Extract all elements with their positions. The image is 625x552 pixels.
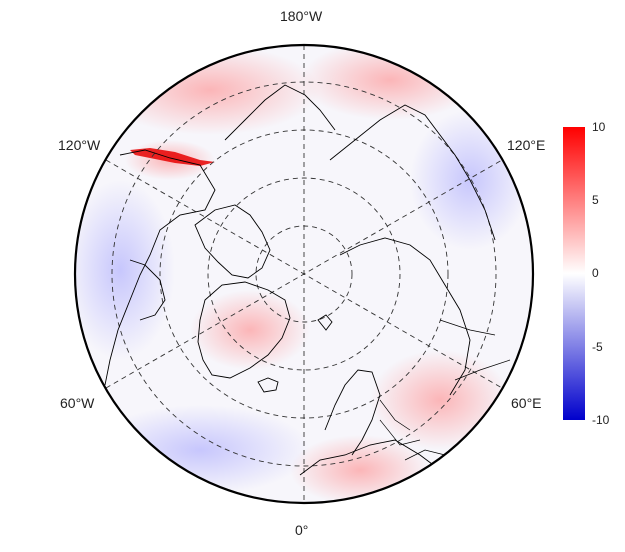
lon-label-180w: 180°W [280, 8, 323, 24]
asia-borders [439, 319, 511, 381]
svalbard-coast [317, 314, 333, 331]
scandinavia-coast [324, 369, 381, 456]
graticule [105, 45, 503, 503]
colorbar-tick-neg5: -5 [592, 340, 603, 354]
lon-label-120w: 120°W [58, 137, 101, 153]
eurasia-borders [379, 399, 446, 461]
colorbar-tick-10: 10 [592, 120, 606, 134]
lon-label-0: 0° [295, 522, 309, 538]
iceland-coast [257, 377, 279, 393]
colorbar-tick-neg10: -10 [592, 413, 610, 427]
siberia-coast [339, 237, 471, 396]
alaska-warm-streak [130, 148, 215, 166]
bering-coast [224, 84, 336, 141]
lon-label-120e: 120°E [507, 137, 546, 153]
coastlines [104, 84, 511, 476]
map-boundary [73, 43, 535, 505]
lon-label-60e: 60°E [511, 395, 542, 411]
lon-label-60w: 60°W [60, 395, 95, 411]
colorbar-tick-5: 5 [592, 193, 599, 207]
greenland-coast [197, 281, 291, 379]
canada-arctic-islands [194, 204, 271, 279]
colorbar [563, 127, 585, 420]
colorbar-tick-0: 0 [592, 266, 599, 280]
east-siberia-coast [329, 104, 496, 241]
europe-coast [299, 439, 441, 476]
north-america-coast [104, 149, 216, 386]
hudson-bay-coast [129, 259, 166, 321]
